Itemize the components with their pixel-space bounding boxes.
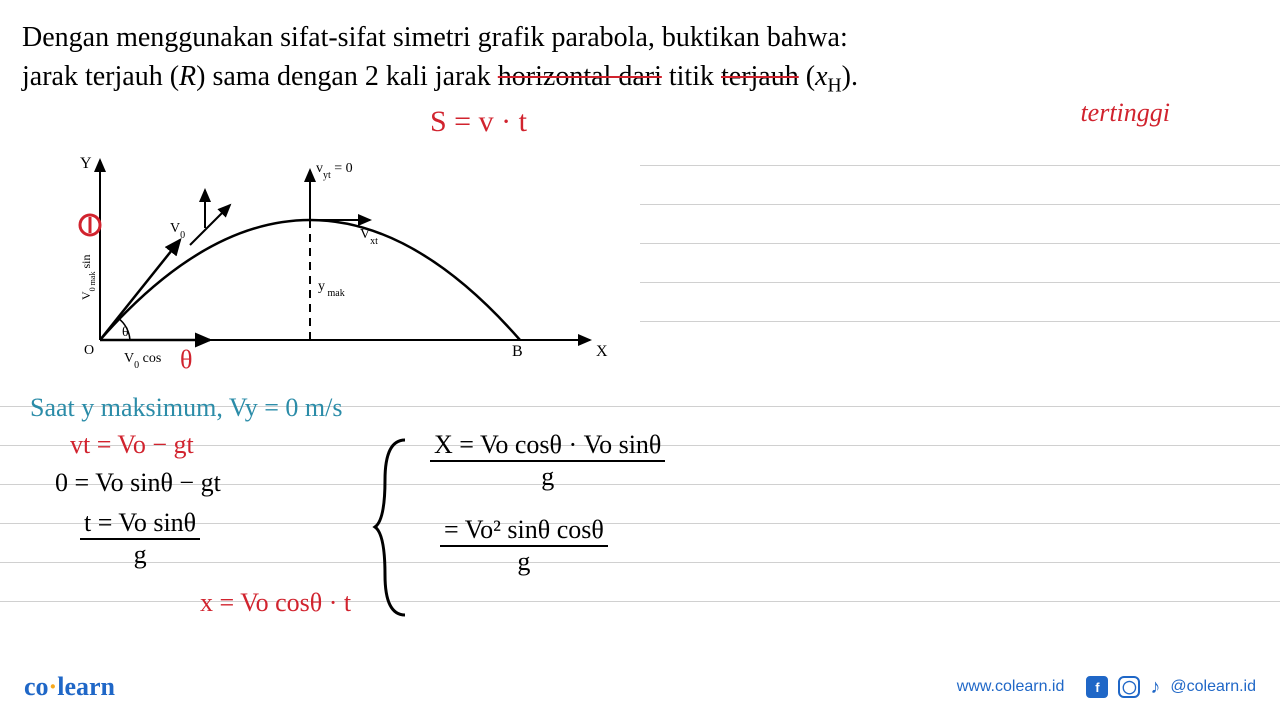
strikethrough-terjauh: terjauh [721,61,799,92]
origin-label: O [84,343,94,358]
strikethrough-horizontal: horizontal dari [498,61,662,92]
footer: co·learn www.colearn.id f ◯ ♪ @colearn.i… [0,672,1280,702]
tiktok-icon[interactable]: ♪ [1150,676,1160,699]
trajectory-diagram: Y X O B vyt = 0 Vxt y mak V0 θ V0 cos V0… [60,150,610,380]
problem-statement: Dengan menggunakan sifat-sifat simetri g… [22,18,1240,100]
curly-brace-icon [370,435,420,620]
annotation-saat-ymaks: Saat y maksimum, Vy = 0 m/s [30,393,342,423]
y-axis-label: Y [80,155,92,172]
social-handle[interactable]: @colearn.id [1170,678,1256,696]
annotation-t-eq: t = Vo sinθ g [80,508,200,570]
svg-text:V0 cos: V0 cos [124,351,161,371]
ruled-lines-side [640,165,1280,395]
svg-text:Vxt: Vxt [360,227,378,247]
x-axis-label: X [596,343,608,360]
annotation-vt-eq: vt = Vo − gt [70,430,194,460]
annotation-x-frac2: = Vo² sinθ cosθ g [440,515,608,577]
facebook-icon[interactable]: f [1086,676,1108,698]
annotation-tertinggi: tertinggi [1080,98,1170,128]
point-b-label: B [512,343,523,360]
svg-text:V0: V0 [170,221,185,241]
logo: co·learn [24,672,115,702]
social-icons: f ◯ ♪ @colearn.id [1086,676,1256,699]
annotation-x-frac1: X = Vo cosθ · Vo sinθ g [430,430,665,492]
annotation-zero-eq: 0 = Vo sinθ − gt [55,468,221,498]
svg-text:vyt = 0: vyt = 0 [316,161,353,181]
problem-line1: Dengan menggunakan sifat-sifat simetri g… [22,18,1240,57]
website-link[interactable]: www.colearn.id [957,678,1065,696]
instagram-icon[interactable]: ◯ [1118,676,1140,698]
svg-text:y mak: y mak [318,279,345,299]
annotation-theta-cos: θ [180,345,192,375]
annotation-x-h: x = Vo cosθ · t [200,588,351,618]
svg-text:θ: θ [122,325,129,340]
annotation-s-eq: S = v · t [430,105,527,139]
svg-text:V0 mak sin: V0 mak sin [79,255,97,300]
problem-line2: jarak terjauh (R) sama dengan 2 kali jar… [22,57,1240,100]
